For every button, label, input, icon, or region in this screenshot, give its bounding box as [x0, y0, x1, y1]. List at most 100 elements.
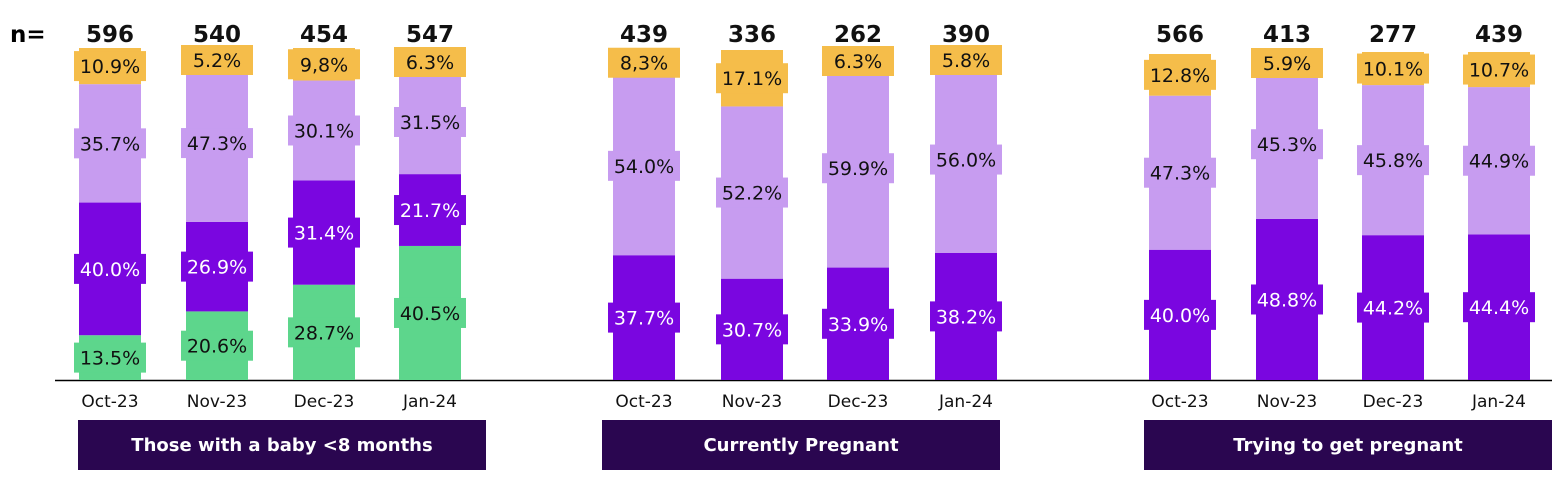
data-label-box: [74, 128, 146, 159]
group-label-box: [1144, 420, 1552, 470]
x-tick-label: Oct-23: [615, 392, 672, 412]
data-label: 30.7%: [722, 319, 782, 341]
data-label-box: [1251, 284, 1323, 315]
data-label: 13.5%: [80, 348, 140, 370]
data-label: 45.3%: [1257, 134, 1317, 156]
n-value: 336: [728, 22, 776, 48]
data-label-box: [608, 302, 680, 333]
n-value: 540: [193, 22, 241, 48]
data-label: 10.9%: [80, 56, 140, 78]
data-label-box: [74, 342, 146, 373]
data-label: 35.7%: [80, 133, 140, 155]
data-label-box: [1463, 54, 1535, 85]
n-value: 277: [1369, 22, 1417, 48]
data-label-box: [394, 106, 466, 137]
n-value: 566: [1156, 22, 1204, 48]
data-label: 44.4%: [1469, 297, 1529, 319]
x-tick-label: Nov-23: [1257, 392, 1318, 412]
data-label-box: [394, 195, 466, 226]
data-label-box: [181, 330, 253, 361]
x-tick-label: Nov-23: [722, 392, 783, 412]
data-label-box: [288, 115, 360, 146]
data-label-box: [1144, 299, 1216, 330]
data-label-box: [716, 314, 788, 345]
x-tick-label: Oct-23: [81, 392, 138, 412]
group-label: Trying to get pregnant: [1233, 435, 1463, 456]
n-value: 596: [86, 22, 134, 48]
data-label-box: [288, 49, 360, 80]
data-label-box: [181, 251, 253, 282]
n-value: 454: [300, 22, 348, 48]
data-label: 31.4%: [294, 223, 354, 245]
group-label: Those with a baby <8 months: [131, 435, 432, 456]
data-label: 47.3%: [187, 133, 247, 155]
x-tick-label: Jan-24: [938, 392, 993, 412]
data-label-box: [74, 253, 146, 284]
data-label: 48.8%: [1257, 289, 1317, 311]
data-label: 56.0%: [936, 150, 996, 172]
data-label: 31.5%: [400, 112, 460, 134]
data-label: 30.1%: [294, 121, 354, 143]
data-label: 10.1%: [1363, 59, 1423, 81]
data-label-box: [822, 153, 894, 184]
data-label: 5.2%: [193, 50, 241, 72]
n-value: 439: [620, 22, 668, 48]
data-label: 6.3%: [834, 51, 882, 73]
data-label: 8,3%: [620, 53, 668, 75]
data-label-box: [608, 150, 680, 181]
n-value: 390: [942, 22, 990, 48]
data-label-box: [1357, 53, 1429, 84]
group-label-box: [78, 420, 486, 470]
n-label: n=: [10, 22, 46, 48]
data-label-box: [74, 51, 146, 82]
data-label: 28.7%: [294, 322, 354, 344]
data-label: 26.9%: [187, 257, 247, 279]
data-label: 54.0%: [614, 156, 674, 178]
group-label: Currently Pregnant: [703, 435, 899, 456]
x-tick-label: Jan-24: [1471, 392, 1526, 412]
data-label-box: [1251, 129, 1323, 160]
x-tick-label: Dec-23: [828, 392, 889, 412]
data-label: 33.9%: [828, 314, 888, 336]
data-label-box: [1144, 157, 1216, 188]
data-label-box: [716, 63, 788, 94]
n-value: 439: [1475, 22, 1523, 48]
data-label: 10.7%: [1469, 60, 1529, 82]
n-value: 262: [834, 22, 882, 48]
data-label: 47.3%: [1150, 163, 1210, 185]
data-label: 45.8%: [1363, 150, 1423, 172]
data-label: 40.5%: [400, 303, 460, 325]
data-label: 38.2%: [936, 306, 996, 328]
data-label-box: [181, 128, 253, 159]
group-label-box: [602, 420, 1000, 470]
data-label-box: [822, 308, 894, 339]
data-label-box: [1251, 48, 1323, 78]
data-label-box: [288, 217, 360, 248]
data-label-box: [394, 47, 466, 77]
n-value: 547: [406, 22, 454, 48]
x-tick-label: Nov-23: [187, 392, 248, 412]
data-label: 40.0%: [1150, 305, 1210, 327]
data-label-box: [1463, 145, 1535, 176]
data-label: 40.0%: [80, 259, 140, 281]
data-label: 6.3%: [406, 52, 454, 74]
data-label: 9,8%: [300, 54, 348, 76]
x-tick-label: Jan-24: [402, 392, 457, 412]
data-label-box: [822, 46, 894, 76]
x-tick-label: Dec-23: [1363, 392, 1424, 412]
data-label: 37.7%: [614, 308, 674, 330]
data-label-box: [1463, 292, 1535, 323]
data-label-box: [930, 45, 1002, 75]
data-label: 21.7%: [400, 200, 460, 222]
data-label: 17.1%: [722, 68, 782, 90]
data-label-box: [930, 144, 1002, 175]
data-label-box: [1357, 145, 1429, 176]
data-label: 12.8%: [1150, 65, 1210, 87]
data-label-box: [1357, 292, 1429, 323]
data-label-box: [1144, 59, 1216, 90]
data-label: 52.2%: [722, 183, 782, 205]
data-label: 44.9%: [1469, 151, 1529, 173]
data-label-box: [394, 297, 466, 328]
data-label-box: [288, 317, 360, 348]
